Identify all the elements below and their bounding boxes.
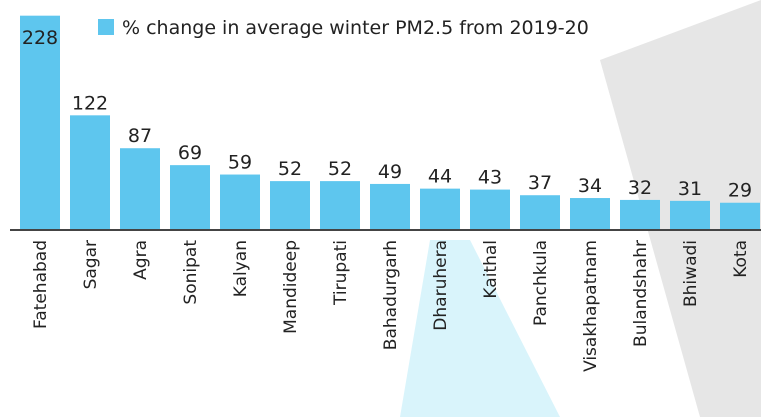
data-label: 29 (728, 180, 752, 202)
x-tick-label: Fatehabad (31, 240, 51, 329)
data-label: 43 (478, 167, 502, 189)
chart: % change in average winter PM2.5 from 20… (0, 0, 761, 417)
x-tick-label: Visakhapatnam (581, 240, 601, 372)
x-tick-label: Bulandshahr (631, 240, 651, 347)
data-label: 32 (628, 177, 652, 199)
bar (470, 190, 510, 230)
bar (70, 115, 110, 230)
bar (620, 200, 660, 230)
data-label: 122 (72, 92, 108, 114)
bar (720, 203, 760, 230)
bar (420, 189, 460, 230)
data-label: 59 (228, 152, 252, 174)
data-label: 34 (578, 175, 602, 197)
data-label: 52 (278, 158, 302, 180)
data-label: 37 (528, 172, 552, 194)
data-label: 44 (428, 166, 452, 188)
bar (120, 148, 160, 230)
x-tick-label: Kaithal (481, 240, 501, 299)
x-tick-label: Panchkula (531, 240, 551, 326)
legend-swatch (98, 19, 114, 35)
x-tick-label: Mandideep (281, 240, 301, 334)
x-tick-label: Sonipat (181, 240, 201, 305)
legend-label: % change in average winter PM2.5 from 20… (122, 17, 589, 39)
bar (220, 175, 260, 230)
page: {"chart_data": {"type": "bar", "legend":… (0, 0, 761, 417)
bar (570, 198, 610, 230)
data-label: 228 (22, 27, 58, 49)
bar (170, 165, 210, 230)
bar (320, 181, 360, 230)
x-tick-label: Kalyan (231, 240, 251, 297)
bar (370, 184, 410, 230)
bar (670, 201, 710, 230)
data-label: 69 (178, 142, 202, 164)
bar (270, 181, 310, 230)
data-label: 52 (328, 158, 352, 180)
x-tick-label: Dharuhera (431, 240, 451, 331)
data-label: 31 (678, 178, 702, 200)
x-tick-label: Bhiwadi (681, 240, 701, 307)
data-label: 49 (378, 161, 402, 183)
x-tick-label: Agra (131, 240, 151, 280)
x-tick-label: Tirupati (331, 240, 351, 306)
data-label: 87 (128, 125, 152, 147)
x-tick-label: Kota (731, 240, 751, 278)
bar (520, 195, 560, 230)
x-tick-label: Sagar (81, 240, 101, 289)
x-tick-label: Bahadurgarh (381, 240, 401, 350)
